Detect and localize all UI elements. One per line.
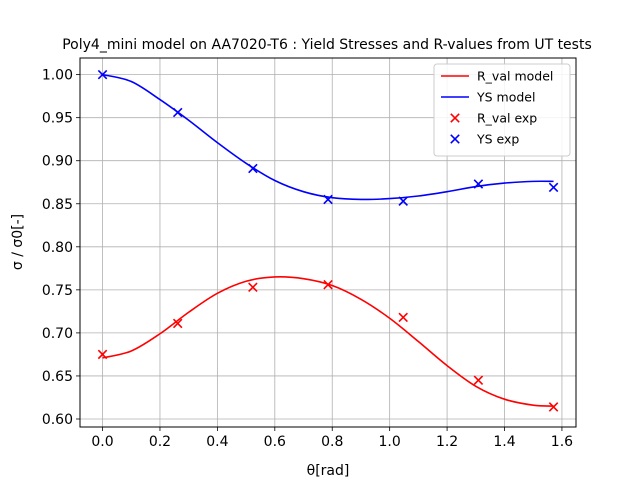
x-tick-label: 0.6: [264, 434, 286, 450]
chart-title: Poly4_mini model on AA7020-T6 : Yield St…: [62, 37, 592, 53]
data-point-r-val-exp: [473, 375, 484, 386]
legend-box: [433, 63, 571, 157]
y-tick-label: 0.95: [42, 111, 73, 127]
y-tick-label: 0.85: [42, 197, 73, 213]
y-tick-label: 0.80: [42, 240, 73, 256]
x-tick-label: 1.2: [436, 434, 458, 450]
data-point-ys-exp: [97, 69, 108, 80]
data-point-r-val-exp: [398, 312, 408, 323]
x-tick-label: 0.0: [91, 434, 113, 450]
data-point-ys-exp: [172, 107, 183, 118]
y-axis-label: σ / σ0[-]: [10, 214, 26, 270]
x-tick-label: 0.2: [149, 434, 171, 450]
y-tick-label: 0.60: [42, 412, 73, 428]
data-point-ys-exp: [548, 182, 559, 193]
x-tick-label: 0.4: [206, 434, 228, 450]
data-point-ys-exp: [398, 196, 408, 206]
legend: R_val model YS model R_val exp YS exp: [433, 63, 571, 157]
y-tick-label: 0.90: [42, 154, 73, 170]
data-point-r-val-exp: [548, 402, 559, 412]
legend-label-ys-model: YS model: [476, 90, 535, 105]
x-tick-label: 0.8: [321, 434, 343, 450]
x-axis-label: θ[rad]: [307, 463, 350, 479]
y-tick-label: 0.70: [42, 326, 73, 342]
plot-frame: [79, 57, 577, 428]
legend-swatch-ys-exp: [450, 134, 460, 144]
series-layer: [97, 69, 559, 412]
data-point-r-val-exp: [323, 279, 333, 290]
legend-label-r-val-exp: R_val exp: [477, 111, 537, 126]
legend-swatch-r-val-exp: [450, 113, 460, 123]
y-tick-label: 0.75: [42, 283, 73, 299]
data-point-ys-exp: [248, 163, 258, 174]
grid: [80, 58, 576, 427]
x-tick-label: 1.4: [493, 434, 515, 450]
y-axis: 0.60 0.65 0.70 0.75 0.80 0.85 0.90 0.95 1.00: [42, 68, 80, 428]
data-point-r-val-exp: [248, 282, 258, 293]
data-point-r-val-exp: [172, 318, 183, 329]
x-axis: 0.0 0.2 0.4 0.6 0.8 1.0 1.2 1.4 1.6: [91, 427, 573, 450]
legend-label-ys-exp: YS exp: [476, 132, 519, 147]
x-tick-label: 1.6: [551, 434, 573, 450]
y-tick-label: 0.65: [42, 369, 73, 385]
y-tick-label: 1.00: [42, 68, 73, 84]
data-point-ys-exp: [473, 179, 484, 189]
series-line-r-val-model: [102, 276, 554, 407]
legend-label-r-val-model: R_val model: [477, 69, 553, 84]
data-point-ys-exp: [323, 194, 333, 205]
x-tick-label: 1.0: [379, 434, 401, 450]
data-point-r-val-exp: [97, 349, 108, 360]
